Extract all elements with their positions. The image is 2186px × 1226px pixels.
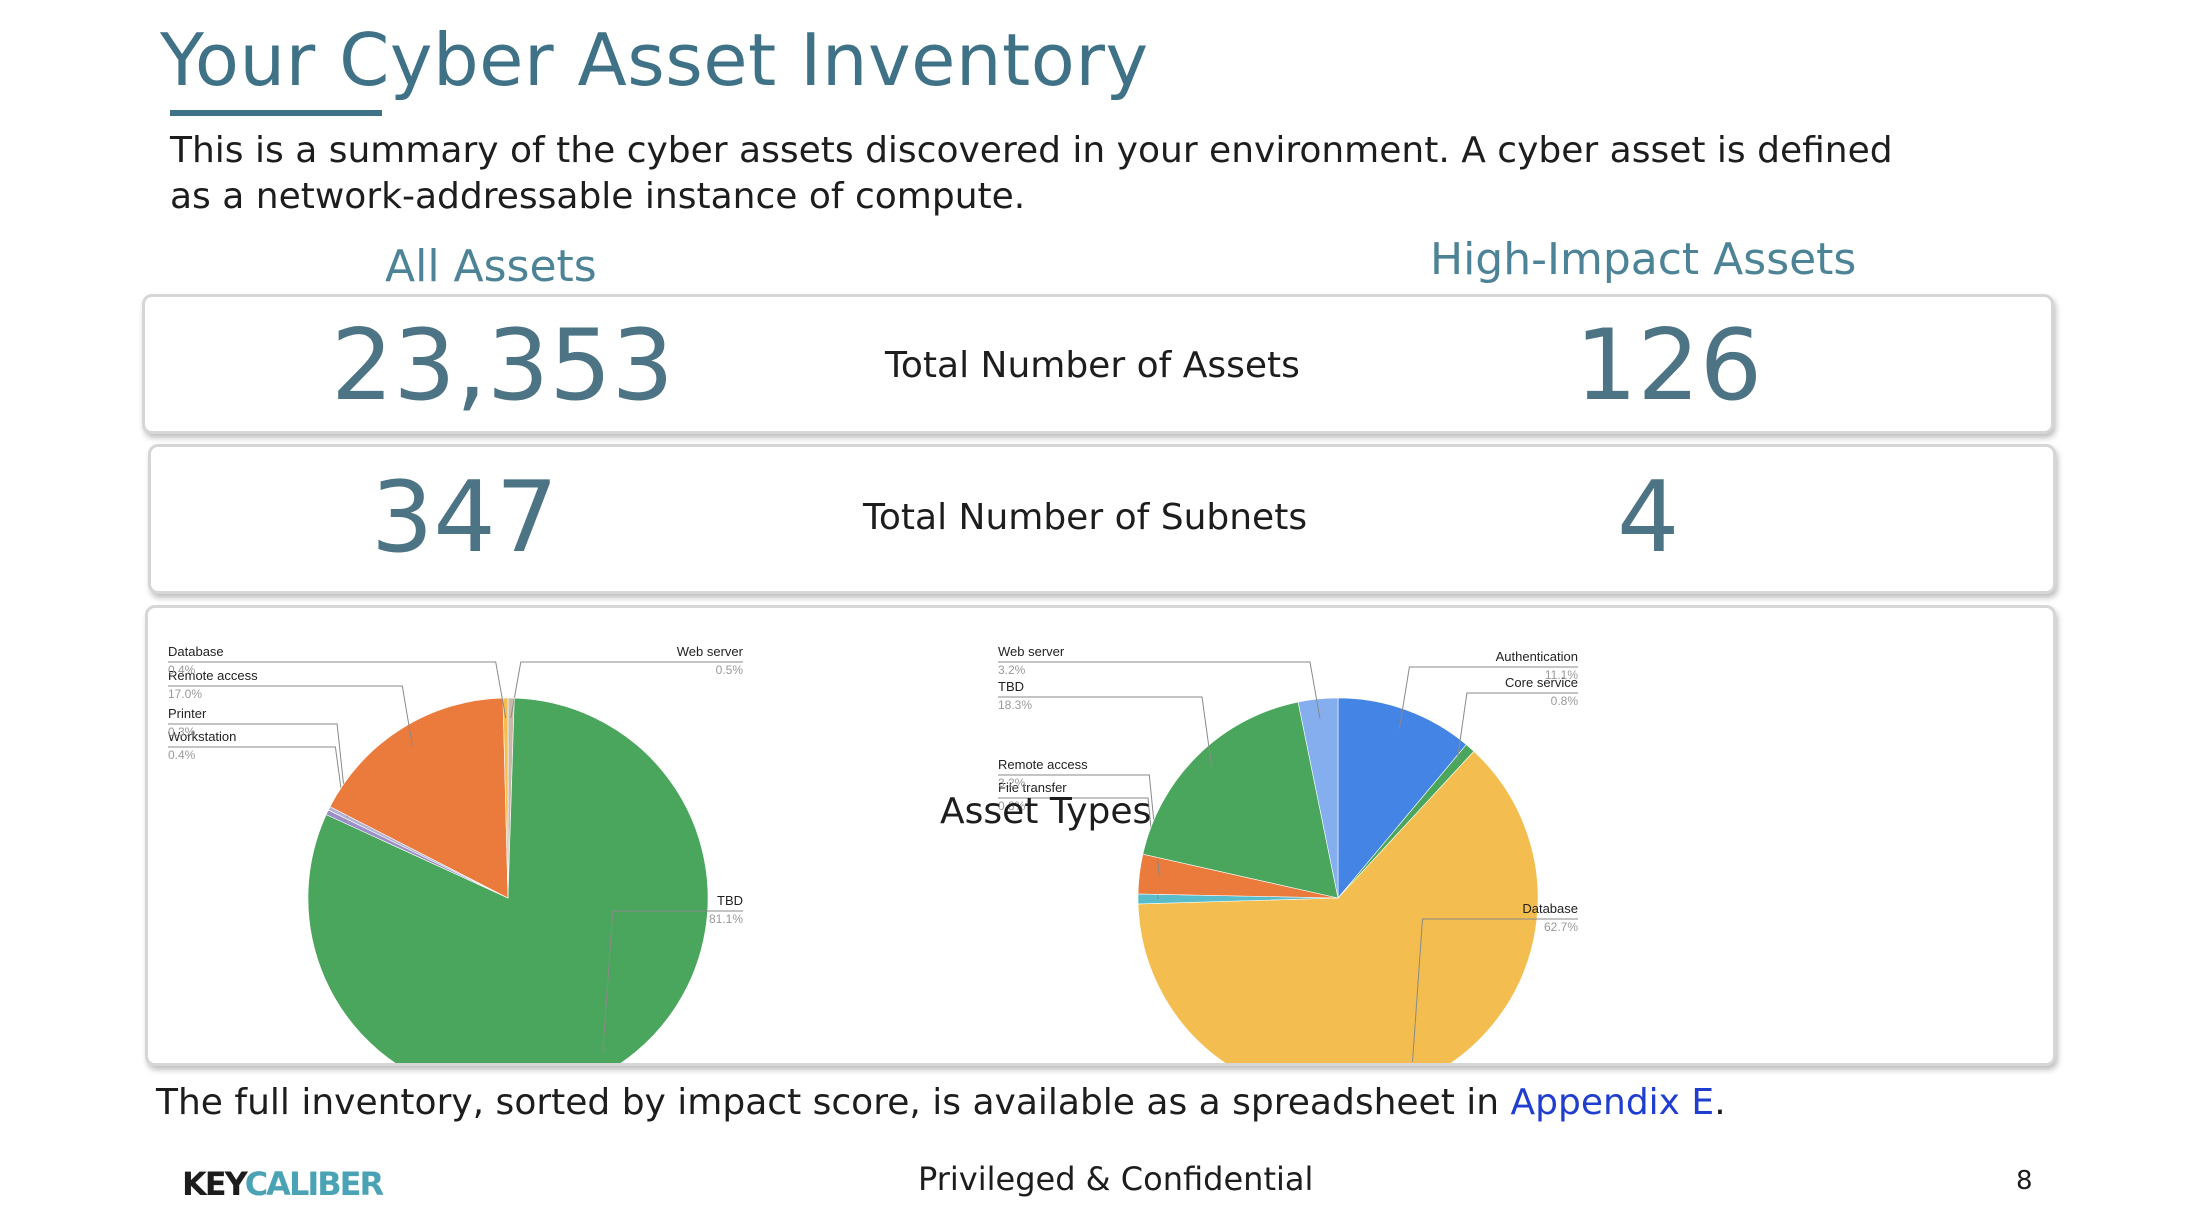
pie2-pct-remote-access: 3.2%	[998, 776, 1026, 790]
total-assets-high-value: 126	[1575, 309, 1763, 423]
pie1-label-remote-access: Remote access	[168, 668, 258, 683]
pie2-leader-core-service	[1456, 692, 1578, 763]
column-header-high-impact-assets: High-Impact Assets	[1430, 234, 1857, 285]
appendix-e-link[interactable]: Appendix E	[1510, 1082, 1715, 1123]
asset-types-label: Asset Types	[940, 791, 1152, 832]
logo-key-text: KEY	[182, 1165, 247, 1203]
pie1-pct-printer: 0.3%	[168, 725, 196, 739]
pie2-slice-tbd	[1142, 701, 1339, 899]
logo-caliber-text: CALIBER	[244, 1165, 384, 1203]
metric-row-total-subnets: 347 Total Number of Subnets 4	[148, 444, 2056, 594]
page-subtitle: This is a summary of the cyber assets di…	[170, 130, 1893, 217]
confidential-label: Privileged & Confidential	[918, 1160, 1314, 1198]
pie1-pct-tbd: 81.1%	[709, 912, 743, 926]
pie1-pct-workstation: 0.4%	[168, 748, 196, 762]
pie1-label-tbd: TBD	[717, 893, 743, 908]
pie2-slice-web-server	[1297, 697, 1339, 899]
pie2-pct-tbd: 18.3%	[998, 698, 1032, 712]
pie1-label-workstation: Workstation	[168, 729, 236, 744]
pie1-label-printer: Printer	[168, 706, 207, 721]
page-title: Your Cyber Asset Inventory	[160, 18, 1149, 102]
total-assets-all-value: 23,353	[331, 309, 674, 423]
pie2-leader-authentication	[1398, 666, 1578, 729]
pie2-label-tbd: TBD	[998, 679, 1024, 694]
column-header-all-assets: All Assets	[385, 241, 597, 292]
pie2-label-file-transfer: File transfer	[998, 780, 1067, 795]
total-subnets-high-value: 4	[1617, 461, 1680, 575]
pie1-label-web-server: Web server	[677, 644, 744, 659]
metric-row-total-assets: 23,353 Total Number of Assets 126	[142, 294, 2054, 434]
pie1-pct-database: 0.4%	[168, 663, 196, 677]
pie2-label-core-service: Core service	[1505, 675, 1578, 690]
pie2-leader-database	[1412, 918, 1578, 1062]
pie2-label-database: Database	[1522, 901, 1578, 916]
asset-types-charts-card: Web server 0.5% TBD 81.1% Workstation 0.4% Pri…	[145, 605, 2056, 1066]
keycaliber-logo: KEYCALIBER	[182, 1165, 384, 1203]
pie1-label-database: Database	[168, 644, 224, 659]
total-subnets-all-value: 347	[371, 461, 559, 575]
pie2-pct-web-server: 3.2%	[998, 663, 1026, 677]
title-underline	[170, 110, 382, 116]
pie1-pct-remote-access: 17.0%	[168, 687, 202, 701]
pie2-leader-tbd	[998, 696, 1213, 770]
pie1-leader-tbd	[602, 910, 743, 1052]
pie2-label-remote-access: Remote access	[998, 757, 1088, 772]
pie2-label-authentication: Authentication	[1496, 649, 1578, 664]
pie2-leader-web-server	[998, 661, 1321, 719]
pie1-slice-remote-access	[329, 697, 509, 899]
pie2-slice-database	[1137, 750, 1539, 1063]
total-subnets-label: Total Number of Subnets	[863, 497, 1308, 538]
pie2-pct-authentication: 11.1%	[1545, 668, 1578, 682]
footer-note-text: The full inventory, sorted by impact sco…	[156, 1082, 1511, 1123]
pie2-label-web-server: Web server	[998, 644, 1065, 659]
pie2-pct-core-service: 0.8%	[1551, 694, 1579, 708]
footer-note-period: .	[1714, 1082, 1726, 1123]
pie2-pct-database: 62.7%	[1544, 920, 1578, 934]
pie1-pct-web-server: 0.5%	[716, 663, 744, 677]
pie1-slice-database	[502, 697, 509, 899]
pie2-pct-file-transfer: 0.8%	[998, 799, 1026, 813]
total-assets-label: Total Number of Assets	[885, 345, 1300, 386]
page-number: 8	[2016, 1166, 2033, 1196]
footer-note: The full inventory, sorted by impact sco…	[156, 1082, 1726, 1123]
pie1-leader-database	[168, 661, 507, 719]
asset-type-pie-charts: Web server 0.5% TBD 81.1% Workstation 0.4% Pri…	[168, 644, 1579, 1063]
pie1-leader-remote-access	[168, 685, 413, 746]
